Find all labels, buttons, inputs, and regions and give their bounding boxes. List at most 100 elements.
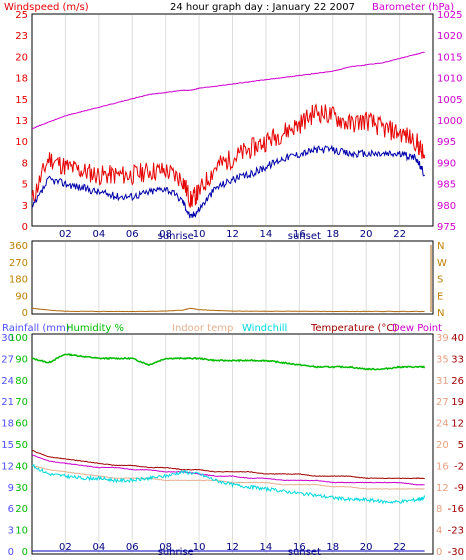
humidity-tick-label: 70	[15, 397, 28, 408]
rain-tick-label: 3	[8, 526, 14, 537]
wind-direction-tick-label: 270	[9, 258, 28, 269]
sunrise-label: sunrise	[158, 547, 194, 556]
temperature-tick-label: -9	[454, 483, 464, 494]
x-tick-label: 20	[360, 542, 373, 553]
barometer-tick-label: 1010	[437, 74, 462, 85]
wind-direction-compass-label: N	[437, 308, 444, 319]
humidity-tick-label: 30	[15, 483, 28, 494]
x-tick-label: 02	[59, 229, 72, 240]
x-tick-label: 02	[59, 542, 72, 553]
temperature-tick-label: 19	[451, 397, 464, 408]
indoor-temp-tick-label: 0	[436, 547, 442, 556]
indoor-temp-tick-label: 39	[436, 333, 449, 344]
humidity-legend: Humidity %	[66, 323, 124, 334]
x-tick-label: 12	[226, 229, 239, 240]
indoor-temp-legend: Indoor temp	[172, 323, 233, 334]
windspeed-tick-label: 25	[15, 10, 28, 21]
barometer-tick-label: 1015	[437, 52, 462, 63]
barometer-tick-label: 990	[437, 158, 456, 169]
humidity-tick-label: 20	[15, 504, 28, 515]
series-line-humidity	[31, 353, 426, 371]
indoor-temp-tick-label: 24	[436, 419, 449, 430]
indoor-temp-tick-label: 4	[436, 526, 442, 537]
series-line-gust	[31, 103, 426, 208]
indoor-temp-tick-label: 31	[436, 376, 449, 387]
rain-tick-label: 0	[8, 547, 14, 556]
indoor-temp-tick-label: 20	[436, 440, 449, 451]
windspeed-tick-label: 3	[22, 201, 28, 212]
rain-tick-label: 30	[1, 333, 14, 344]
windspeed-tick-label: 20	[15, 52, 28, 63]
barometer-tick-label: 1025	[437, 10, 462, 21]
temperature-tick-label: -30	[448, 547, 464, 556]
chart-title: 24 hour graph day : January 22 2007	[170, 2, 355, 13]
wind-direction-tick-label: 360	[9, 241, 28, 252]
indoor-temp-tick-label: 16	[436, 461, 449, 472]
x-tick-label: 08	[159, 229, 172, 240]
barometer-tick-label: 985	[437, 180, 456, 191]
x-tick-label: 22	[393, 229, 406, 240]
humidity-tick-label: 0	[22, 547, 28, 556]
x-tick-label: 06	[126, 229, 139, 240]
rain-tick-label: 27	[1, 354, 14, 365]
x-tick-label: 22	[393, 542, 406, 553]
humidity-tick-label: 40	[15, 461, 28, 472]
windspeed-tick-label: 5	[22, 180, 28, 191]
barometer-tick-label: 1000	[437, 116, 462, 127]
wind-direction-compass-label: N	[437, 241, 444, 252]
x-tick-label: 10	[193, 229, 206, 240]
indoor-temp-tick-label: 12	[436, 483, 449, 494]
temperature-legend: Temperature (°C)	[310, 323, 397, 334]
temperature-tick-label: 40	[451, 333, 464, 344]
windspeed-tick-label: 8	[22, 158, 28, 169]
wind-direction-compass-label: S	[437, 275, 443, 286]
temperature-tick-label: 26	[451, 376, 464, 387]
sunset-label: sunset	[288, 547, 321, 556]
x-tick-label: 16	[293, 542, 306, 553]
humidity-tick-label: 10	[15, 526, 28, 537]
barometer-tick-label: 1005	[437, 95, 462, 106]
wind-direction-compass-label: E	[437, 291, 443, 302]
barometer-tick-label: 980	[437, 201, 456, 212]
wind-direction-compass-label: W	[437, 258, 447, 269]
rain-tick-label: 15	[1, 440, 14, 451]
indoor-temp-tick-label: 27	[436, 397, 449, 408]
x-tick-label: 08	[159, 542, 172, 553]
temperature-tick-label: -23	[448, 526, 464, 537]
x-tick-label: 06	[126, 542, 139, 553]
rain-tick-label: 18	[1, 419, 14, 430]
x-tick-label: 18	[326, 542, 339, 553]
series-line-dewpoint	[31, 454, 425, 486]
temperature-tick-label: 12	[451, 419, 464, 430]
x-tick-label: 20	[360, 229, 373, 240]
series-line-temperature	[31, 449, 425, 480]
indoor-temp-tick-label: 8	[436, 504, 442, 515]
x-tick-label: 18	[326, 229, 339, 240]
series-line-windchill	[31, 463, 426, 505]
x-tick-label: 14	[260, 542, 273, 553]
x-tick-label: 04	[92, 229, 105, 240]
windchill-legend: Windchill	[242, 323, 287, 334]
wind-direction-tick-label: 90	[15, 291, 28, 302]
rain-tick-label: 21	[1, 397, 14, 408]
temperature-tick-label: -2	[454, 461, 464, 472]
sunrise-label: sunrise	[158, 231, 194, 242]
x-tick-label: 04	[92, 542, 105, 553]
windspeed-tick-label: 0	[22, 222, 28, 233]
rain-tick-label: 24	[1, 376, 14, 387]
windspeed-tick-label: 10	[15, 137, 28, 148]
rain-tick-label: 6	[8, 504, 14, 515]
windspeed-tick-label: 23	[15, 31, 28, 42]
temperature-tick-label: -16	[448, 504, 464, 515]
windspeed-tick-label: 18	[15, 74, 28, 85]
wind-direction-tick-label: 0	[22, 308, 28, 319]
rainfall-legend: Rainfall (mm)	[2, 323, 70, 334]
x-tick-label: 12	[226, 542, 239, 553]
windspeed-tick-label: 13	[15, 116, 28, 127]
series	[31, 51, 432, 552]
series-line-avg	[31, 144, 425, 219]
wind-direction-tick-label: 180	[9, 275, 28, 286]
rain-tick-label: 9	[8, 483, 14, 494]
